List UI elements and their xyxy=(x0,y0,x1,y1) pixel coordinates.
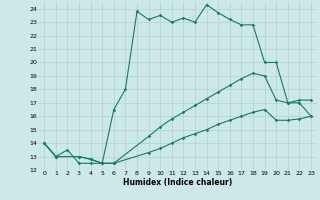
X-axis label: Humidex (Indice chaleur): Humidex (Indice chaleur) xyxy=(123,178,232,187)
